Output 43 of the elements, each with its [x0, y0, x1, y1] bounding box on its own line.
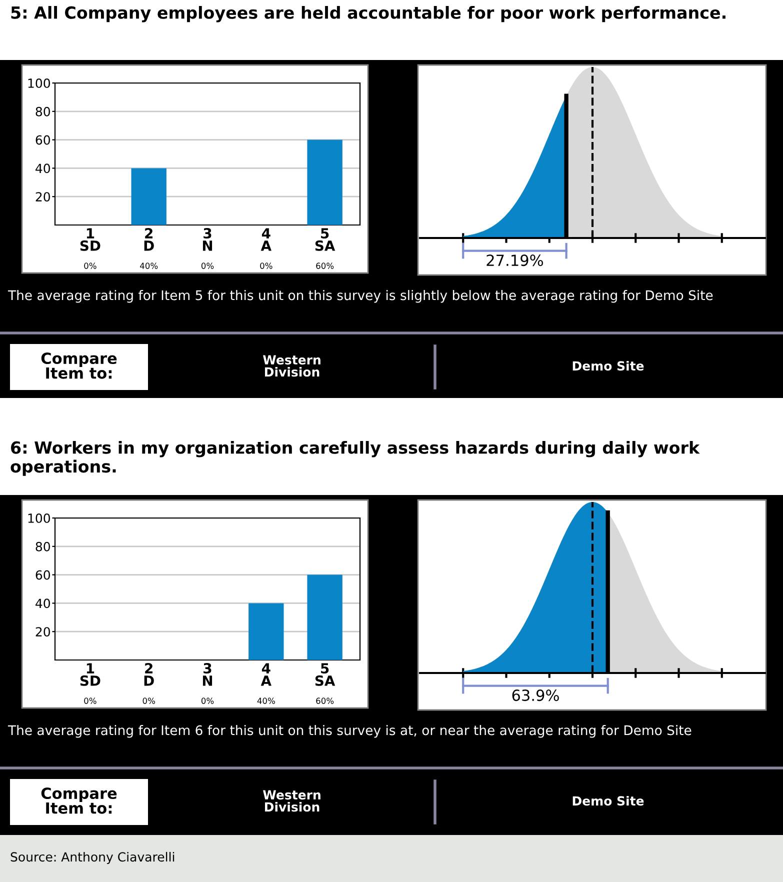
y-tick-label: 100: [28, 513, 50, 523]
data-label: 63.9%: [512, 690, 559, 702]
x-tick-label: 1 SD: [80, 663, 100, 686]
source-note: Source: Anthony Ciavarelli: [10, 852, 174, 864]
text: Compare Item to:: [41, 787, 117, 814]
y-tick-label: 20: [36, 627, 50, 637]
text: Compare Item to:: [41, 352, 117, 379]
text: The average rating for Item 6 for this unit on this survey is at, or near the average rating for Demo Site: [8, 725, 692, 738]
y-tick-label: 20: [36, 192, 50, 202]
data-label: 60%: [316, 262, 334, 269]
data-label: 0%: [84, 262, 96, 269]
data-label: 27.19%: [486, 254, 544, 266]
y-tick-label: 100: [28, 78, 50, 88]
x-tick-label: 4 A: [260, 228, 272, 251]
y-tick-label: 40: [36, 164, 50, 174]
data-label: 40%: [257, 698, 275, 704]
data-label: 0%: [260, 262, 272, 269]
data-label: 0%: [84, 698, 96, 704]
x-tick-label: 5 SA: [315, 228, 336, 251]
x-tick-label: 1 SD: [80, 228, 100, 251]
x-tick-label: 4 A: [260, 663, 272, 686]
text: Demo Site: [572, 360, 644, 371]
x-tick-label: 5 SA: [315, 663, 336, 686]
y-tick-label: 60: [36, 135, 50, 145]
text: Western Division: [262, 355, 320, 377]
text: Western Division: [262, 790, 320, 812]
chart-title: 5: All Company employees are held accountable for poor work performance.: [11, 6, 726, 22]
data-label: 40%: [140, 262, 158, 269]
y-tick-label: 60: [36, 570, 50, 580]
x-tick-label: 3 N: [202, 228, 212, 251]
y-tick-label: 40: [36, 598, 50, 608]
data-label: 0%: [201, 698, 214, 704]
x-tick-label: 3 N: [202, 663, 212, 686]
x-tick-label: 2 D: [144, 228, 154, 251]
x-tick-label: 2 D: [144, 663, 154, 686]
y-tick-label: 80: [36, 106, 50, 116]
data-label: 0%: [142, 698, 155, 704]
data-label: 0%: [201, 262, 214, 269]
data-label: 60%: [316, 698, 334, 704]
chart-title: 6: Workers in my organization carefully assess hazards during daily work operations.: [10, 441, 700, 476]
text: The average rating for Item 5 for this unit on this survey is slightly below the average rating for Demo Site: [8, 290, 713, 303]
y-tick-label: 80: [36, 542, 50, 552]
text: Demo Site: [572, 796, 644, 806]
